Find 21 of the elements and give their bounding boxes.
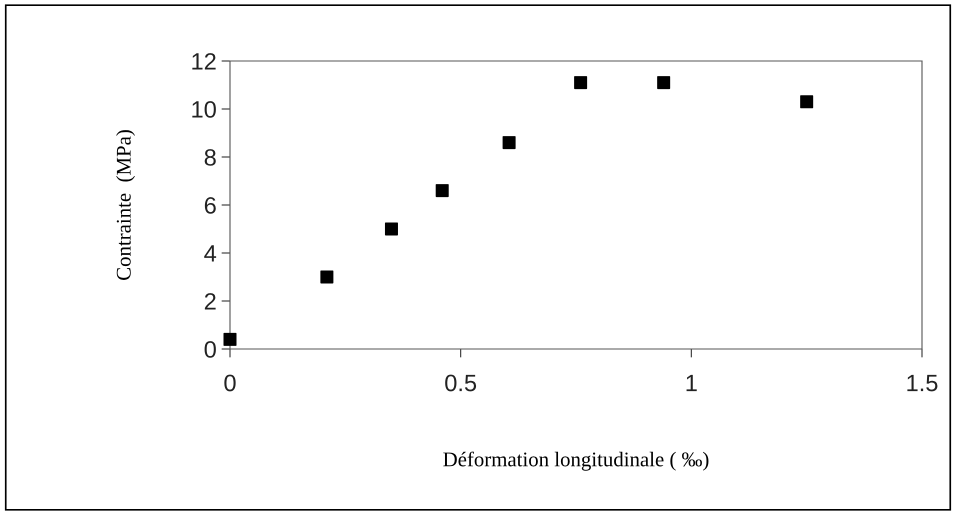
point xyxy=(384,222,398,236)
x-tick-label: 1.5 xyxy=(907,374,938,392)
y-tick-label: 0 xyxy=(204,341,216,358)
point xyxy=(574,76,588,90)
y-tick-label: 4 xyxy=(204,245,216,262)
y-tick-label: 12 xyxy=(192,53,216,70)
y-tick-label: 6 xyxy=(204,197,216,214)
x-axis-title: Déformation longitudinale ( ‰) xyxy=(443,452,708,471)
y-tick-label: 8 xyxy=(204,149,216,166)
y-tick-label: 2 xyxy=(204,293,216,310)
y-tick-label: 10 xyxy=(192,101,216,118)
point xyxy=(502,136,516,150)
point xyxy=(223,332,237,346)
point xyxy=(800,95,814,108)
y-axis-title: Contrainte (MPa) xyxy=(116,130,135,280)
point xyxy=(436,184,449,198)
point xyxy=(320,270,334,284)
point xyxy=(657,76,670,90)
x-tick-label: 1 xyxy=(686,374,697,392)
x-tick-label: 0 xyxy=(224,374,236,392)
x-tick-label: 0.5 xyxy=(445,374,476,392)
